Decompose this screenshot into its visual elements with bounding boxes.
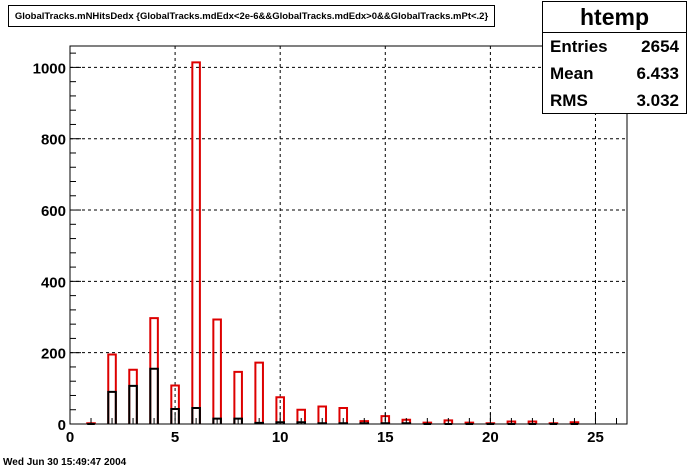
- bar-red: [212, 318, 222, 424]
- histogram-bars: [86, 61, 580, 425]
- bar-black: [128, 384, 138, 424]
- stats-value: 2654: [641, 37, 679, 56]
- y-tick-label: 800: [41, 132, 66, 149]
- bar-red: [317, 405, 328, 424]
- bar-red: [275, 396, 285, 424]
- axis-ticks: [69, 52, 617, 425]
- x-tick-label: 10: [272, 429, 289, 446]
- x-tick-label: 20: [482, 429, 499, 446]
- axis-tick-labels: 0 5 10 15 20 25 0 200 400 600 800 1000: [33, 60, 604, 446]
- x-tick-label: 5: [171, 429, 179, 446]
- stats-label: RMS: [550, 91, 588, 110]
- y-tick-label: 200: [41, 346, 66, 363]
- x-tick-label: 0: [66, 429, 74, 446]
- bar-black: [149, 367, 159, 424]
- y-tick-label: 0: [58, 417, 66, 434]
- chart-title: GlobalTracks.mNHitsDedx {GlobalTracks.md…: [8, 5, 495, 27]
- y-tick-label: 400: [41, 274, 66, 291]
- bar-red: [296, 408, 306, 424]
- plot-frame: [69, 45, 628, 425]
- stats-row-mean: Mean 6.433: [543, 60, 686, 87]
- grid-lines: [70, 46, 627, 424]
- stats-row-entries: Entries 2654: [543, 33, 686, 60]
- x-tick-label: 25: [587, 429, 604, 446]
- chart-title-text: GlobalTracks.mNHitsDedx {GlobalTracks.md…: [14, 10, 489, 22]
- x-tick-label: 15: [377, 429, 394, 446]
- timestamp-footer: Wed Jun 30 15:49:47 2004: [3, 457, 127, 468]
- bar-red: [338, 406, 349, 424]
- stats-label: Mean: [550, 64, 594, 83]
- y-tick-label: 600: [41, 203, 66, 220]
- bar-black: [107, 390, 117, 424]
- stats-row-rms: RMS 3.032: [543, 87, 686, 114]
- bar-red: [254, 361, 264, 424]
- stats-value: 6.433: [636, 64, 679, 83]
- bar-red: [233, 370, 243, 424]
- stats-histogram-name: htemp: [543, 2, 686, 33]
- stats-label: Entries: [550, 37, 608, 56]
- bar-red: [149, 317, 159, 424]
- stats-value: 3.032: [636, 91, 679, 110]
- bar-red: [107, 353, 117, 424]
- bar-red: [128, 368, 138, 424]
- y-tick-label: 1000: [33, 60, 66, 77]
- bar-black: [170, 408, 180, 424]
- stats-box: htemp Entries 2654 Mean 6.433 RMS 3.032: [542, 1, 687, 114]
- bar-black: [191, 406, 201, 424]
- bar-red: [191, 61, 201, 424]
- bar-red: [170, 384, 180, 424]
